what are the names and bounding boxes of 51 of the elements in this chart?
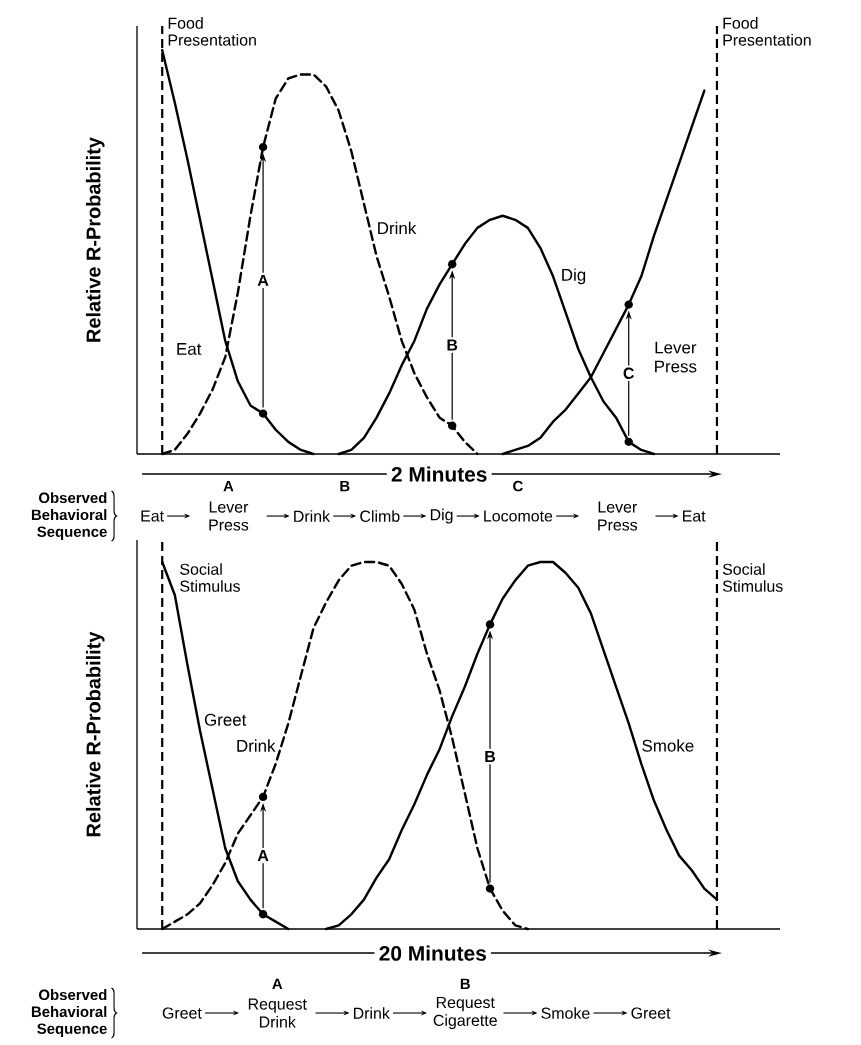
annotation: A xyxy=(257,274,269,286)
point xyxy=(448,260,457,269)
text: Lever Press xyxy=(209,501,249,531)
series-label: Drink xyxy=(378,221,417,235)
annotation: B xyxy=(485,751,496,762)
text: Request Cigarette xyxy=(433,996,497,1030)
point xyxy=(448,421,457,430)
text: Climb xyxy=(360,510,400,522)
point xyxy=(485,620,495,629)
text: Lever Press xyxy=(655,341,697,373)
text: Greet xyxy=(631,1007,671,1019)
text: Lever Press xyxy=(598,501,638,531)
text: B xyxy=(460,978,470,989)
text: A xyxy=(223,480,234,492)
text: A xyxy=(272,978,283,989)
annotation: A xyxy=(257,850,269,862)
text: Food Presentation xyxy=(723,17,811,46)
text: B xyxy=(340,480,350,492)
text: Food Presentation xyxy=(168,17,256,46)
annotation: C xyxy=(623,367,635,379)
annotation: Social Stimulus xyxy=(722,563,783,592)
x-axis-title: 20 Minutes xyxy=(379,945,486,961)
series-label: Dig xyxy=(562,268,586,285)
text: C xyxy=(513,480,523,492)
annotation: B xyxy=(447,339,458,351)
point xyxy=(485,884,495,893)
text: Observed Behavioral Sequence xyxy=(31,492,107,540)
text: Smoke xyxy=(541,1007,590,1019)
text: Eat xyxy=(683,510,706,522)
y-axis-title: Relative R-Probability xyxy=(85,631,105,837)
point xyxy=(624,300,633,309)
y-axis-title: Relative R-Probability xyxy=(85,137,105,342)
series-label: Eat xyxy=(177,343,202,355)
point xyxy=(258,409,268,418)
annotation: Social Stimulus xyxy=(180,563,240,592)
point xyxy=(258,142,268,152)
text: Eat xyxy=(141,510,164,522)
x-axis-title: 2 Minutes xyxy=(391,466,487,482)
text: Locomote xyxy=(484,510,553,522)
point xyxy=(258,910,268,919)
text: Dig xyxy=(430,508,453,524)
series-label: Greet xyxy=(204,713,247,726)
series-label: Smoke xyxy=(642,739,694,752)
text: Drink xyxy=(294,510,331,522)
text: Request Drink xyxy=(248,998,307,1028)
point xyxy=(258,792,268,802)
series-label: Drink xyxy=(237,739,276,752)
point xyxy=(624,437,633,447)
text: Greet xyxy=(162,1007,202,1019)
text: Drink xyxy=(353,1007,390,1019)
text: Observed Behavioral Sequence xyxy=(31,989,107,1037)
